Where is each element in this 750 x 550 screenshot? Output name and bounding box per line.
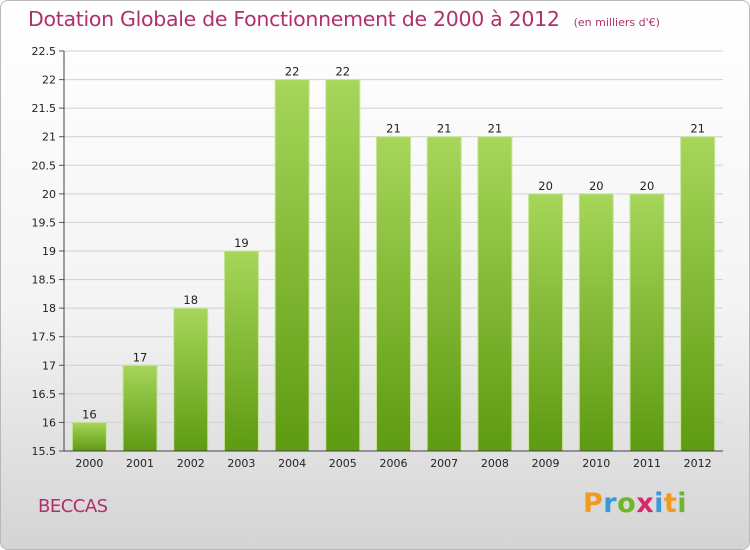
x-tick-label: 2005 — [329, 457, 357, 470]
y-tick-label: 15.5 — [32, 445, 57, 458]
bar-2010 — [578, 193, 614, 452]
bar-2002 — [173, 307, 209, 452]
data-label-2006: 21 — [386, 122, 401, 136]
data-label-2009: 20 — [538, 179, 553, 193]
data-label-2005: 22 — [335, 65, 350, 79]
data-label-2002: 18 — [183, 293, 198, 307]
data-label-2000: 16 — [82, 407, 97, 421]
data-label-2003: 19 — [234, 236, 249, 250]
bar-2009 — [528, 193, 564, 452]
data-label-2011: 20 — [640, 179, 655, 193]
bars: 16 17 18 19 22 22 21 21 21 20 20 20 21 — [71, 65, 716, 452]
data-label-2012: 21 — [690, 122, 705, 136]
x-tick-label: 2001 — [126, 457, 154, 470]
y-tick-label: 16.5 — [32, 388, 57, 401]
y-tick-label: 21.5 — [32, 102, 57, 115]
x-tick-label: 2006 — [380, 457, 408, 470]
x-tick-label: 2010 — [582, 457, 610, 470]
logo-letter: x — [636, 488, 655, 519]
bar-2006 — [376, 136, 411, 452]
y-tick-label: 20 — [42, 188, 56, 201]
y-tick-label: 22 — [42, 74, 56, 87]
logo-letter: i — [677, 488, 688, 519]
bar-2007 — [426, 136, 462, 452]
x-tick-label: 2003 — [227, 457, 255, 470]
x-tick-label: 2007 — [430, 457, 458, 470]
data-label-2010: 20 — [589, 179, 604, 193]
x-tick-label: 2004 — [278, 457, 306, 470]
y-tick-label: 18 — [42, 302, 56, 315]
y-axis-ticks: 15.5 16 16.5 17 17.5 18 18.5 19 19.5 20 20.5 21 21.5… — [32, 45, 64, 458]
x-tick-label: 2002 — [177, 457, 205, 470]
y-tick-label: 19 — [42, 245, 56, 258]
proxiti-logo: Proxiti — [583, 488, 687, 519]
data-label-2004: 22 — [285, 65, 300, 79]
x-axis-ticks: 2000 2001 2002 2003 2004 2005 2006 2007 2008 2009… — [75, 457, 711, 470]
bar-2004 — [274, 79, 310, 452]
y-tick-label: 22.5 — [32, 45, 57, 58]
logo-letter: P — [583, 488, 604, 519]
unit-label: (en milliers d'€) — [573, 16, 660, 29]
data-label-2001: 17 — [133, 350, 148, 364]
axes — [63, 51, 723, 452]
bar-2011 — [629, 193, 665, 452]
bar-2001 — [122, 364, 158, 452]
bar-2000 — [71, 421, 107, 452]
data-label-2008: 21 — [488, 122, 503, 136]
bar-2012 — [680, 136, 716, 452]
x-tick-label: 2012 — [684, 457, 712, 470]
y-tick-label: 16 — [42, 416, 56, 429]
logo-letter: i — [654, 488, 664, 519]
y-tick-label: 20.5 — [32, 159, 57, 172]
logo-letter: t — [663, 488, 678, 519]
x-tick-label: 2000 — [75, 457, 103, 470]
x-tick-label: 2008 — [481, 457, 509, 470]
y-tick-label: 17.5 — [32, 331, 57, 344]
data-label-2007: 21 — [437, 122, 452, 136]
bar-2008 — [477, 136, 513, 452]
logo-letter: o — [617, 488, 637, 519]
logo-letter: r — [603, 488, 618, 519]
y-tick-label: 18.5 — [32, 274, 57, 287]
chart-title: Dotation Globale de Fonctionnement de 20… — [28, 7, 660, 31]
bar-2005 — [325, 79, 361, 452]
x-tick-label: 2009 — [532, 457, 560, 470]
x-tick-label: 2011 — [633, 457, 661, 470]
y-tick-label: 17 — [42, 359, 56, 372]
title-text: Dotation Globale de Fonctionnement de 20… — [28, 7, 560, 31]
commune-name: BECCAS — [38, 496, 108, 517]
y-tick-label: 19.5 — [32, 216, 57, 229]
y-tick-label: 21 — [42, 131, 56, 144]
bar-2003 — [223, 250, 259, 452]
